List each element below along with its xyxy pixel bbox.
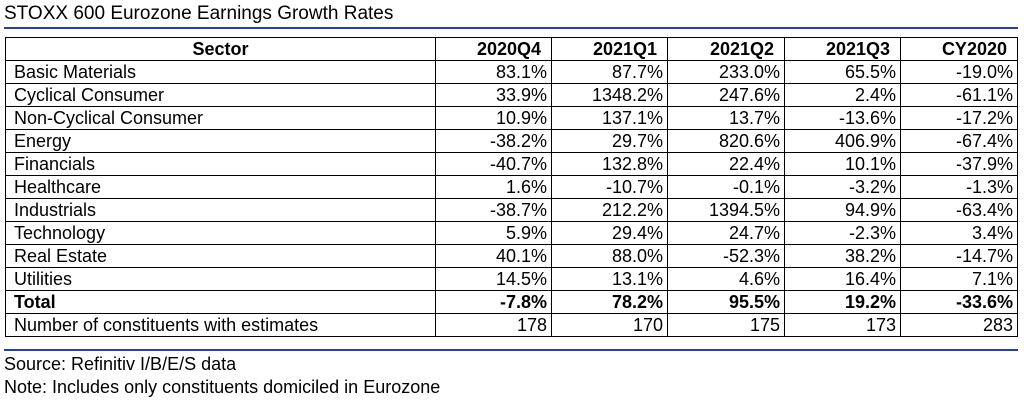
- sector-cell: Industrials: [5, 198, 436, 222]
- value-cell: 170: [551, 313, 668, 337]
- value-cell: 29.4%: [551, 221, 668, 245]
- value-cell: 95.5%: [667, 290, 785, 314]
- table-row: Technology 5.9% 29.4% 24.7% -2.3% 3.4%: [5, 221, 1018, 245]
- value-cell: 178: [435, 313, 552, 337]
- value-cell: 4.6%: [667, 267, 785, 291]
- value-cell: 19.2%: [784, 290, 901, 314]
- column-header: 2021Q3: [784, 37, 901, 61]
- value-cell: 13.7%: [667, 106, 785, 130]
- column-header: Sector: [5, 37, 436, 61]
- value-cell: 7.1%: [900, 267, 1018, 291]
- value-cell: -3.2%: [784, 175, 901, 199]
- value-cell: 820.6%: [667, 129, 785, 153]
- value-cell: -2.3%: [784, 221, 901, 245]
- value-cell: 5.9%: [435, 221, 552, 245]
- value-cell: 38.2%: [784, 244, 901, 268]
- column-header: 2021Q1: [551, 37, 668, 61]
- value-cell: 83.1%: [435, 60, 552, 84]
- value-cell: 1.6%: [435, 175, 552, 199]
- header-row: Sector 2020Q4 2021Q1 2021Q2 2021Q3 CY202…: [5, 37, 1018, 61]
- footnote: Note: Includes only constituents domicil…: [4, 377, 441, 397]
- table-row: Number of constituents with estimates 178…: [5, 313, 1018, 337]
- value-cell: -40.7%: [435, 152, 552, 176]
- value-cell: -17.2%: [900, 106, 1018, 130]
- table-row: Energy -38.2% 29.7% 820.6% 406.9% -67.4%: [5, 129, 1018, 153]
- value-cell: -13.6%: [784, 106, 901, 130]
- value-cell: 16.4%: [784, 267, 901, 291]
- value-cell: 3.4%: [900, 221, 1018, 245]
- table-row: Healthcare 1.6% -10.7% -0.1% -3.2% -1.3%: [5, 175, 1018, 199]
- sector-cell: Healthcare: [5, 175, 436, 199]
- value-cell: 132.8%: [551, 152, 668, 176]
- value-cell: -38.7%: [435, 198, 552, 222]
- table-row: Industrials -38.7% 212.2% 1394.5% 94.9% -63.4…: [5, 198, 1018, 222]
- value-cell: -14.7%: [900, 244, 1018, 268]
- value-cell: -63.4%: [900, 198, 1018, 222]
- value-cell: 1348.2%: [551, 83, 668, 107]
- value-cell: 137.1%: [551, 106, 668, 130]
- value-cell: -0.1%: [667, 175, 785, 199]
- table-row: Non-Cyclical Consumer 10.9% 137.1% 13.7% -13…: [5, 106, 1018, 130]
- value-cell: 13.1%: [551, 267, 668, 291]
- value-cell: -1.3%: [900, 175, 1018, 199]
- value-cell: 247.6%: [667, 83, 785, 107]
- value-cell: 233.0%: [667, 60, 785, 84]
- value-cell: 2.4%: [784, 83, 901, 107]
- value-cell: -38.2%: [435, 129, 552, 153]
- value-cell: 14.5%: [435, 267, 552, 291]
- column-header: CY2020: [900, 37, 1018, 61]
- sector-cell: Basic Materials: [5, 60, 436, 84]
- title-rule: [4, 27, 1018, 29]
- sector-cell: Real Estate: [5, 244, 436, 268]
- value-cell: -19.0%: [900, 60, 1018, 84]
- value-cell: 65.5%: [784, 60, 901, 84]
- value-cell: 406.9%: [784, 129, 901, 153]
- sector-cell: Number of constituents with estimates: [5, 313, 436, 337]
- value-cell: 175: [667, 313, 785, 337]
- value-cell: 1394.5%: [667, 198, 785, 222]
- table-row: Financials -40.7% 132.8% 22.4% 10.1% -37.9%: [5, 152, 1018, 176]
- column-header: 2020Q4: [435, 37, 552, 61]
- sector-cell: Energy: [5, 129, 436, 153]
- value-cell: 22.4%: [667, 152, 785, 176]
- source-note: Source: Refinitiv I/B/E/S data: [4, 354, 237, 374]
- value-cell: 87.7%: [551, 60, 668, 84]
- footer-rule: [4, 349, 1018, 351]
- value-cell: 94.9%: [784, 198, 901, 222]
- value-cell: -61.1%: [900, 83, 1018, 107]
- value-cell: 283: [900, 313, 1018, 337]
- earnings-growth-table: Sector 2020Q4 2021Q1 2021Q2 2021Q3 CY202…: [5, 37, 1018, 337]
- table-row: Cyclical Consumer 33.9% 1348.2% 247.6% 2.4% -…: [5, 83, 1018, 107]
- table-row: Real Estate 40.1% 88.0% -52.3% 38.2% -14.7%: [5, 244, 1018, 268]
- value-cell: 29.7%: [551, 129, 668, 153]
- sector-cell: Cyclical Consumer: [5, 83, 436, 107]
- sector-cell: Financials: [5, 152, 436, 176]
- value-cell: 78.2%: [551, 290, 668, 314]
- sector-cell: Utilities: [5, 267, 436, 291]
- value-cell: -37.9%: [900, 152, 1018, 176]
- sector-cell: Technology: [5, 221, 436, 245]
- value-cell: 40.1%: [435, 244, 552, 268]
- value-cell: 212.2%: [551, 198, 668, 222]
- table-title: STOXX 600 Eurozone Earnings Growth Rates: [4, 3, 394, 24]
- value-cell: 88.0%: [551, 244, 668, 268]
- table-row: Utilities 14.5% 13.1% 4.6% 16.4% 7.1%: [5, 267, 1018, 291]
- value-cell: 24.7%: [667, 221, 785, 245]
- sector-cell: Total: [5, 290, 436, 314]
- value-cell: 33.9%: [435, 83, 552, 107]
- value-cell: -67.4%: [900, 129, 1018, 153]
- value-cell: -52.3%: [667, 244, 785, 268]
- table-row: Basic Materials 83.1% 87.7% 233.0% 65.5% -19.…: [5, 60, 1018, 84]
- sector-cell: Non-Cyclical Consumer: [5, 106, 436, 130]
- table-row: Total -7.8% 78.2% 95.5% 19.2% -33.6%: [5, 290, 1018, 314]
- column-header: 2021Q2: [667, 37, 785, 61]
- value-cell: -10.7%: [551, 175, 668, 199]
- value-cell: 173: [784, 313, 901, 337]
- value-cell: -7.8%: [435, 290, 552, 314]
- value-cell: -33.6%: [900, 290, 1018, 314]
- value-cell: 10.1%: [784, 152, 901, 176]
- value-cell: 10.9%: [435, 106, 552, 130]
